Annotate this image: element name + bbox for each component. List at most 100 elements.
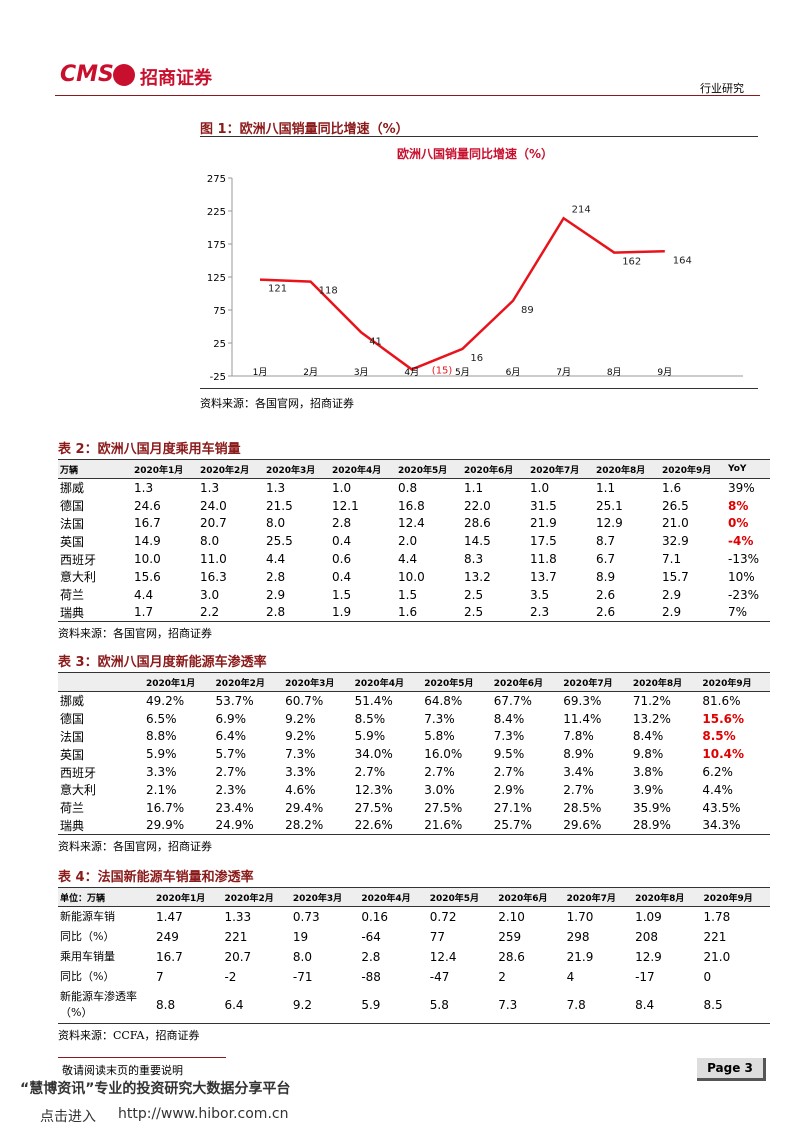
footer-notice: 敬请阅读末页的重要说明 xyxy=(62,1064,183,1077)
cell: 8.5% xyxy=(702,729,736,744)
cell: 6.4 xyxy=(222,987,291,1024)
cell: 8.4 xyxy=(633,987,702,1024)
x-tick-label: 2月 xyxy=(303,367,318,378)
cell: 28.6 xyxy=(464,516,491,531)
header-cell: 2020年2月 xyxy=(222,887,291,907)
cell: 2.7% xyxy=(354,765,386,780)
header-cell: 万辆 xyxy=(58,459,132,479)
header-cell: 2020年2月 xyxy=(213,672,284,692)
cell: 10% xyxy=(728,569,755,584)
cell: 35.9% xyxy=(632,800,671,815)
cell: 3.3% xyxy=(285,765,316,780)
table-title: 表 2：欧洲八国月度乘用车销量 xyxy=(58,442,241,457)
cell: 2.1% xyxy=(146,782,177,797)
cell: 26.5 xyxy=(662,498,689,513)
cell: 16.7 xyxy=(134,516,161,531)
cell: 2.2 xyxy=(198,603,264,623)
y-tick-label: 275 xyxy=(207,174,226,185)
cell: 4.4 xyxy=(398,552,418,567)
footer-rule xyxy=(58,1057,226,1058)
cell: 4 xyxy=(566,970,575,984)
table: 单位：万辆 2020年1月 2020年2月 2020年3月 2020年4月 2020年5月… xyxy=(58,887,770,1024)
header-cell: 2020年3月 xyxy=(264,459,330,479)
cell: 49.2% xyxy=(146,693,185,708)
cell: -2 xyxy=(224,970,237,984)
figure-source: 资料来源：各国官网，招商证券 xyxy=(200,397,354,410)
y-tick-label: 175 xyxy=(207,240,226,251)
cell: 12.9 xyxy=(635,950,662,964)
url[interactable]: http://www.hibor.com.cn xyxy=(118,1106,289,1122)
cell: 7 xyxy=(156,970,164,984)
row-label: 瑞典 xyxy=(58,816,144,836)
header-cell: 2020年6月 xyxy=(496,887,565,907)
cell: 32.9 xyxy=(662,534,689,549)
cell: 11.4% xyxy=(563,711,602,726)
row-label: 英国 xyxy=(60,747,85,762)
table-source: 资料来源：各国官网，招商证券 xyxy=(58,627,212,641)
cell: 12.3% xyxy=(354,782,393,797)
header-cell: 单位：万辆 xyxy=(58,887,154,907)
table-source: 资料来源：各国官网，招商证券 xyxy=(58,840,212,854)
table-title: 表 3：欧洲八国月度新能源车渗透率 xyxy=(58,655,267,670)
cell: 17.5 xyxy=(530,534,557,549)
caption-rule xyxy=(200,136,758,137)
cell: 7.3% xyxy=(285,747,316,762)
cell: 27.5% xyxy=(354,800,393,815)
cell: 7.8 xyxy=(564,987,634,1024)
cell: 8.0 xyxy=(200,534,220,549)
cell: 60.7% xyxy=(285,693,324,708)
cell: 2.9 xyxy=(662,587,682,602)
cell: 24.9% xyxy=(213,816,284,836)
cell: 2.8 xyxy=(332,516,352,531)
cell: 3.0 xyxy=(200,587,220,602)
cell: 4.6% xyxy=(285,782,316,797)
cell: 16.0% xyxy=(424,747,463,762)
cell: 5.9% xyxy=(146,747,177,762)
cell: 2 xyxy=(498,970,506,984)
cell: 0.6 xyxy=(332,552,352,567)
row-label: 西班牙 xyxy=(60,765,97,780)
header-cell xyxy=(58,672,144,692)
cell: 2.9 xyxy=(266,587,286,602)
cell: 1.3 xyxy=(134,480,154,495)
row-label: 同比（%） xyxy=(60,970,115,983)
line xyxy=(259,216,665,371)
cell: -71 xyxy=(292,970,313,984)
cell: 5.9% xyxy=(354,729,386,744)
cell: 4.4 xyxy=(266,552,286,567)
cell: 1.3 xyxy=(266,480,286,495)
cell: 14.9 xyxy=(134,534,161,549)
cell: 7.3% xyxy=(493,729,525,744)
cell: 16.3 xyxy=(200,569,227,584)
header-cell: 2020年7月 xyxy=(564,887,634,907)
cell: 1.6 xyxy=(396,603,462,623)
brand: 招商证券 xyxy=(140,68,212,89)
cell: 69.3% xyxy=(563,693,602,708)
logo-icon xyxy=(113,64,135,86)
value-label: 16 xyxy=(470,353,483,364)
value-label: (15) xyxy=(432,365,453,376)
cell: 0% xyxy=(728,516,749,531)
cell: 12.9 xyxy=(596,516,623,531)
cell: 1.3 xyxy=(200,480,220,495)
x-tick-label: 8月 xyxy=(607,367,622,378)
cell: 16.7 xyxy=(156,950,183,964)
y-tick-label: 25 xyxy=(213,339,226,350)
row-label: 挪威 xyxy=(60,694,85,709)
row-label: 挪威 xyxy=(60,481,85,496)
header-cell: 2020年9月 xyxy=(701,887,770,907)
cell: 0 xyxy=(703,970,712,984)
row-label: 荷兰 xyxy=(60,801,85,816)
cell: 5.9 xyxy=(359,987,428,1024)
enter: 点击进入 xyxy=(40,1109,96,1125)
cell: 25.7% xyxy=(491,816,562,836)
row-label: 意大利 xyxy=(60,570,97,585)
cell: 28.5% xyxy=(563,800,602,815)
cell: 9.2 xyxy=(290,987,360,1024)
cell: 8.0 xyxy=(292,950,312,964)
cell: 13.2% xyxy=(632,711,671,726)
table: 2020年1月 2020年2月 2020年3月 2020年4月 2020年5月 2020年… xyxy=(58,672,770,836)
cell: 19 xyxy=(292,930,309,944)
logo: CMS xyxy=(60,62,114,87)
